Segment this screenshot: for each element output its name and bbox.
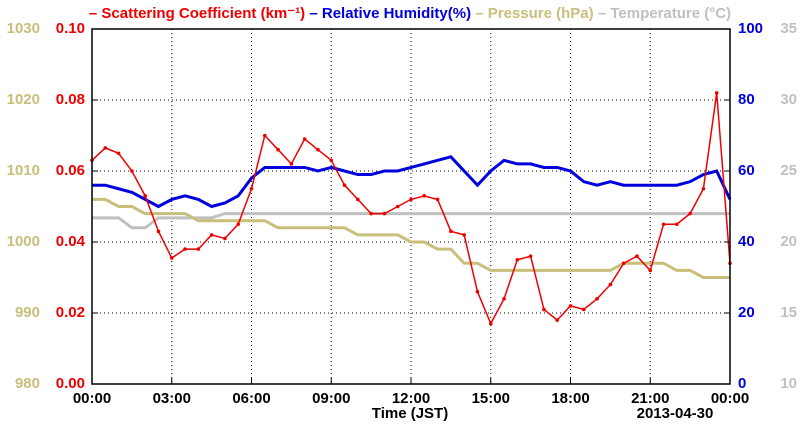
- data-point: [555, 318, 560, 322]
- data-point: [608, 282, 613, 287]
- data-point: [156, 229, 161, 234]
- data-point: [462, 233, 466, 237]
- y-tick-label: 1000: [7, 233, 40, 250]
- data-point: [395, 204, 400, 209]
- legend-entry: Relative Humidity(%): [322, 5, 471, 22]
- y-tick-label: 30: [780, 91, 797, 108]
- data-point: [249, 186, 254, 191]
- y-tick-label: 25: [780, 162, 797, 179]
- data-point: [209, 233, 214, 237]
- data-point: [675, 222, 679, 227]
- y-tick-label: 0.04: [56, 233, 86, 250]
- data-point: [196, 247, 201, 251]
- date-label: 2013-04-30: [637, 405, 714, 422]
- x-tick-label: 21:00: [631, 390, 669, 407]
- y-tick-label: 0.06: [56, 162, 85, 179]
- y-tick-label: 10: [780, 375, 797, 392]
- data-point: [103, 146, 108, 150]
- x-tick-label: 12:00: [392, 390, 430, 407]
- x-tick-label: 06:00: [232, 390, 270, 407]
- data-point: [342, 183, 347, 187]
- y-tick-label: 0.00: [56, 375, 85, 392]
- legend-entry: Scattering Coefficient (km⁻¹): [101, 5, 305, 22]
- x-tick-label: 09:00: [312, 390, 350, 407]
- data-point: [116, 151, 121, 156]
- data-point: [435, 197, 440, 202]
- data-point: [356, 197, 360, 202]
- y-tick-label: 0.08: [56, 91, 85, 108]
- data-point: [262, 133, 267, 138]
- data-point: [143, 194, 147, 198]
- y-tick-label: 980: [15, 375, 40, 392]
- y-tick-label: 80: [738, 91, 755, 108]
- data-point: [621, 261, 626, 266]
- data-point: [369, 211, 373, 216]
- y-tick-label: 1030: [7, 20, 40, 37]
- plot-frame: [91, 28, 731, 385]
- data-point: [475, 289, 480, 294]
- x-tick-label: 15:00: [472, 390, 510, 407]
- data-point: [568, 304, 573, 308]
- data-point: [488, 321, 493, 326]
- legend-marker: –: [305, 5, 322, 22]
- data-point: [449, 229, 453, 234]
- y-tick-label: 60: [738, 162, 755, 179]
- legend-text: – Scattering Coefficient (km⁻¹) – Relati…: [89, 5, 731, 22]
- x-tick-label: 00:00: [711, 390, 749, 407]
- data-point: [714, 91, 719, 95]
- y-tick-label: 20: [738, 304, 755, 321]
- data-point: [581, 307, 586, 312]
- data-point: [409, 197, 413, 202]
- y-tick-label: 20: [780, 233, 797, 250]
- data-point: [130, 169, 134, 173]
- legend-entry: Temperature (°C): [610, 5, 731, 22]
- data-point: [236, 222, 241, 227]
- legend-marker: –: [89, 5, 102, 22]
- legend-entry: Pressure (hPa): [488, 5, 594, 22]
- data-point: [515, 257, 520, 262]
- data-point: [542, 307, 546, 312]
- series-line: [92, 155, 732, 209]
- data-point: [183, 247, 187, 251]
- data-point: [701, 186, 706, 191]
- data-point: [302, 137, 307, 141]
- x-tick-label: 03:00: [153, 390, 191, 407]
- data-point: [223, 236, 227, 241]
- y-tick-label: 0: [738, 375, 746, 392]
- y-tick-label: 1010: [7, 162, 40, 179]
- data-point: [422, 194, 427, 198]
- y-tick-label: 100: [738, 20, 763, 37]
- data-point: [276, 147, 280, 152]
- y-tick-label: 40: [738, 233, 755, 250]
- legend-marker: –: [471, 5, 488, 22]
- x-axis-label: Time (JST): [372, 405, 448, 422]
- y-tick-label: 0.02: [56, 304, 85, 321]
- data-point: [382, 211, 387, 216]
- data-point: [528, 254, 533, 258]
- legend-marker: –: [594, 5, 611, 22]
- y-tick-label: 990: [15, 304, 40, 321]
- x-tick-label: 00:00: [73, 390, 111, 407]
- data-point: [661, 222, 666, 227]
- series-line: [92, 212, 730, 230]
- data-point: [648, 268, 653, 273]
- y-tick-label: 35: [780, 20, 797, 37]
- x-tick-label: 18:00: [551, 390, 589, 407]
- data-point: [289, 162, 294, 166]
- data-point: [595, 297, 599, 301]
- legend: – Scattering Coefficient (km⁻¹) – Relati…: [89, 5, 731, 22]
- y-tick-label: 1020: [7, 91, 40, 108]
- data-point: [316, 147, 320, 152]
- data-point: [169, 256, 174, 260]
- y-tick-label: 0.10: [56, 20, 85, 37]
- data-point: [688, 211, 692, 216]
- data-point: [329, 158, 334, 163]
- data-point: [502, 297, 506, 301]
- data-point: [635, 254, 639, 258]
- y-tick-label: 15: [780, 304, 797, 321]
